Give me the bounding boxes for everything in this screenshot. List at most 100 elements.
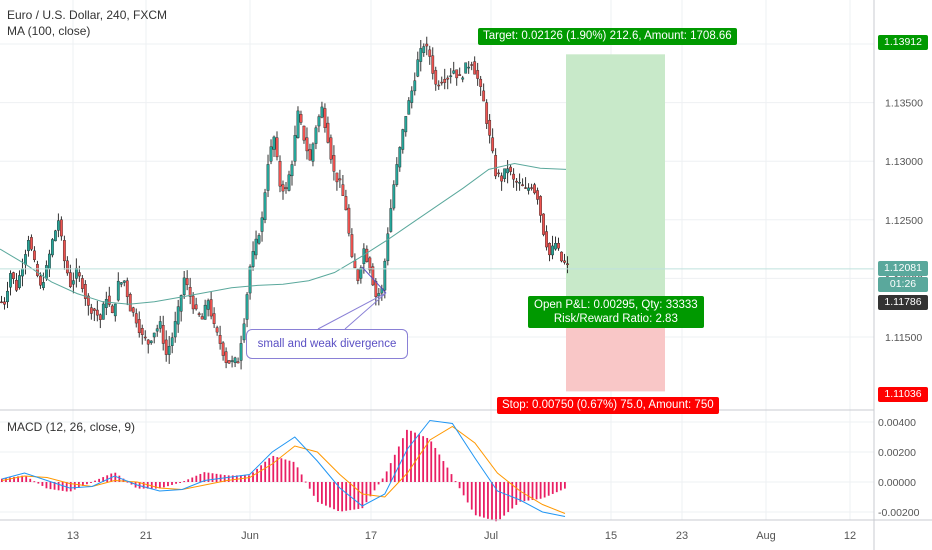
candle-body [452,70,456,74]
candle-body [278,160,282,187]
macd-histogram-bar [256,468,258,482]
macd-histogram-bar [167,482,169,487]
candle-body [236,361,240,364]
current-price-tag: 1.12081 [878,261,928,276]
candle-body [275,137,279,158]
candle-body [245,294,249,320]
callout-pointer [317,292,387,330]
macd-histogram-bar [296,467,299,482]
candle-body [3,301,6,305]
candle-body [74,267,78,279]
macd-histogram-bar [264,461,267,482]
macd-histogram-bar [288,460,291,482]
macd-histogram-bar [308,482,311,489]
macd-histogram-bar [551,482,554,494]
macd-histogram-bar [442,461,445,482]
macd-histogram-bar [57,482,60,491]
candle-body [233,357,237,363]
macd-histogram-bar [406,429,408,482]
candle-body [563,260,566,263]
candle-body [530,187,533,189]
macd-histogram-bar [203,472,206,482]
macd-histogram-bar [272,455,275,482]
divergence-annotation[interactable]: small and weak divergence [246,329,408,359]
candle-body [272,136,276,150]
macd-histogram-bar [312,482,315,496]
candle-body [140,328,144,335]
macd-histogram-bar [430,441,433,482]
candle-body [320,106,324,118]
stop-price-tag: 1.11036 [878,387,928,402]
candle-body [221,342,225,356]
candle-body [45,265,48,279]
candle-body [536,190,539,200]
pnl-label[interactable]: Open P&L: 0.00295, Qty: 33333 Risk/Rewar… [528,296,704,328]
candle-body [230,360,234,362]
candle-body [302,125,306,141]
candle-body [338,178,342,181]
macd-histogram-bar [187,479,190,482]
candle-body [27,240,30,252]
signal-line [1,425,566,514]
candle-body [281,184,285,192]
macd-histogram-bar [369,482,372,497]
candle-body [122,280,126,283]
candle-body [77,272,81,277]
price-tick-label: 1.11500 [885,332,922,344]
macd-histogram-bar [410,430,412,482]
macd-histogram-bar [126,481,129,483]
macd-histogram-bar [49,482,52,490]
macd-histogram-bar [446,467,449,482]
macd-histogram-bar [98,478,101,482]
candle-body [131,307,135,313]
candle-body [350,234,354,257]
candle-body [335,172,339,183]
macd-histogram-bar [207,472,210,482]
candle-body [467,66,471,69]
candle-body [449,75,453,78]
candle-body [179,295,183,312]
candle-body [446,77,450,80]
stop-label[interactable]: Stop: 0.00750 (0.67%) 75.0, Amount: 750 [497,397,719,414]
candle-body [425,43,429,47]
macd-histogram-bar [13,476,15,482]
macd-histogram-bar [434,447,437,482]
candle-body [419,48,423,62]
candle-body [155,328,159,332]
candle-body [101,303,105,320]
candle-body [539,196,542,216]
macd-histogram-bar [211,473,214,482]
candle-body [422,46,426,53]
candle-body [371,266,375,286]
candle-body [443,78,447,83]
candle-body [206,300,210,310]
macd-histogram-bar [462,482,465,496]
target-label[interactable]: Target: 0.02126 (1.90%) 212.6, Amount: 1… [478,28,737,45]
macd-histogram-bar [25,476,28,482]
candle-body [437,84,441,87]
candle-body [491,137,495,152]
candle-body [368,257,372,271]
annotation-lines [0,266,874,330]
candle-body [458,74,462,76]
macd-histogram-bar [9,477,11,482]
candle-body [533,184,536,194]
candle-body [6,290,9,303]
macd-histogram-bar [381,478,384,482]
macd-histogram-bar [37,482,40,484]
macd-histogram-bar [373,482,376,491]
candle-body [12,272,15,279]
time-tick-label: 15 [605,530,617,542]
candle-body [461,77,465,80]
macd-histogram-bar [53,482,56,490]
candle-body [239,343,243,361]
macd-histogram-bar [183,481,186,483]
candle-body [209,299,213,317]
macd-histogram-bar [284,459,287,482]
macd-histogram-bar [191,477,194,482]
candle-body [128,294,132,312]
macd-histogram-bar [171,482,173,485]
candle-body [51,239,54,256]
